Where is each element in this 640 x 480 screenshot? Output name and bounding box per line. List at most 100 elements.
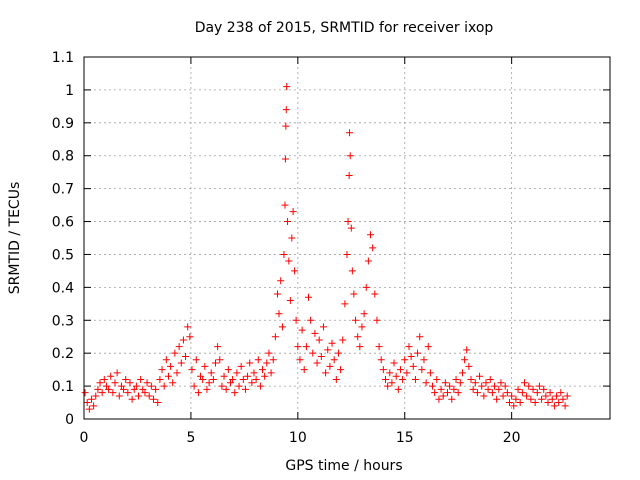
- data-point: [158, 366, 166, 374]
- data-point: [523, 392, 531, 400]
- data-point: [233, 369, 241, 377]
- data-point: [288, 234, 296, 242]
- data-point: [394, 385, 402, 393]
- data-point: [292, 316, 300, 324]
- data-point: [147, 382, 155, 390]
- data-point: [512, 395, 520, 403]
- data-point: [105, 385, 113, 393]
- data-point: [399, 376, 407, 384]
- data-point: [352, 316, 360, 324]
- data-point: [420, 356, 428, 364]
- data-point: [98, 389, 106, 397]
- data-point: [259, 366, 267, 374]
- data-point: [152, 385, 160, 393]
- data-point: [544, 399, 552, 407]
- data-point: [296, 356, 304, 364]
- data-point: [503, 389, 511, 397]
- data-point: [205, 379, 213, 387]
- data-point: [446, 382, 454, 390]
- data-point: [347, 224, 355, 232]
- y-tick-label: 1: [65, 83, 74, 99]
- data-points: [81, 83, 571, 413]
- data-point: [235, 382, 243, 390]
- data-point: [274, 290, 282, 298]
- data-point: [85, 405, 93, 413]
- data-point: [277, 277, 285, 285]
- y-tick-label: 0.4: [52, 280, 74, 296]
- data-point: [186, 333, 194, 341]
- data-point: [280, 250, 288, 258]
- data-point: [520, 379, 528, 387]
- data-point: [493, 395, 501, 403]
- axis-ticks: 0 0.1 0.2 0.3 0.4 0.5 0.6 0.7 0.8 0.9 1 1.1 0 5 10 15 20: [52, 50, 610, 446]
- data-point: [311, 329, 319, 337]
- data-point: [555, 399, 563, 407]
- data-point: [315, 336, 323, 344]
- data-point: [508, 392, 516, 400]
- data-point: [309, 349, 317, 357]
- data-point: [360, 310, 368, 318]
- data-point: [124, 389, 132, 397]
- data-point: [369, 244, 377, 252]
- data-point: [548, 395, 556, 403]
- data-point: [458, 369, 466, 377]
- data-point: [348, 267, 356, 275]
- data-point: [443, 389, 451, 397]
- data-point: [300, 366, 308, 374]
- data-point: [476, 372, 484, 380]
- data-point: [471, 379, 479, 387]
- data-point: [346, 129, 354, 137]
- data-point: [396, 366, 404, 374]
- data-point: [286, 297, 294, 305]
- data-point: [244, 372, 252, 380]
- data-point: [218, 382, 226, 390]
- x-axis-label: GPS time / hours: [285, 458, 402, 474]
- data-point: [525, 382, 533, 390]
- data-point: [486, 376, 494, 384]
- data-point: [373, 316, 381, 324]
- data-point: [506, 399, 514, 407]
- data-point: [135, 392, 143, 400]
- data-point: [559, 395, 567, 403]
- x-tick-label: 15: [396, 430, 414, 446]
- data-point: [510, 402, 518, 410]
- data-point: [271, 333, 279, 341]
- data-point: [175, 343, 183, 351]
- data-point: [334, 349, 342, 357]
- data-point: [535, 382, 543, 390]
- data-point: [298, 326, 306, 334]
- data-point: [107, 372, 115, 380]
- data-point: [456, 379, 464, 387]
- data-point: [550, 402, 558, 410]
- data-point: [192, 356, 200, 364]
- y-axis-label: SRMTID / TECUs: [7, 182, 23, 295]
- data-point: [122, 376, 130, 384]
- data-point: [307, 316, 315, 324]
- data-point: [514, 385, 522, 393]
- data-point: [143, 379, 151, 387]
- data-point: [132, 382, 140, 390]
- data-point: [433, 376, 441, 384]
- x-tick-label: 0: [80, 430, 89, 446]
- y-tick-label: 0.7: [52, 182, 74, 198]
- data-point: [480, 392, 488, 400]
- data-point: [491, 382, 499, 390]
- x-tick-label: 20: [503, 430, 521, 446]
- data-point: [145, 392, 153, 400]
- data-point: [454, 389, 462, 397]
- data-point: [177, 359, 185, 367]
- data-point: [346, 152, 354, 160]
- data-point: [263, 359, 271, 367]
- data-point: [149, 395, 157, 403]
- data-point: [111, 379, 119, 387]
- data-point: [199, 376, 207, 384]
- data-point: [115, 392, 123, 400]
- data-point: [269, 356, 277, 364]
- data-point: [128, 395, 136, 403]
- data-point: [390, 359, 398, 367]
- data-point: [109, 389, 117, 397]
- data-point: [337, 366, 345, 374]
- data-point: [426, 369, 434, 377]
- data-point: [557, 389, 565, 397]
